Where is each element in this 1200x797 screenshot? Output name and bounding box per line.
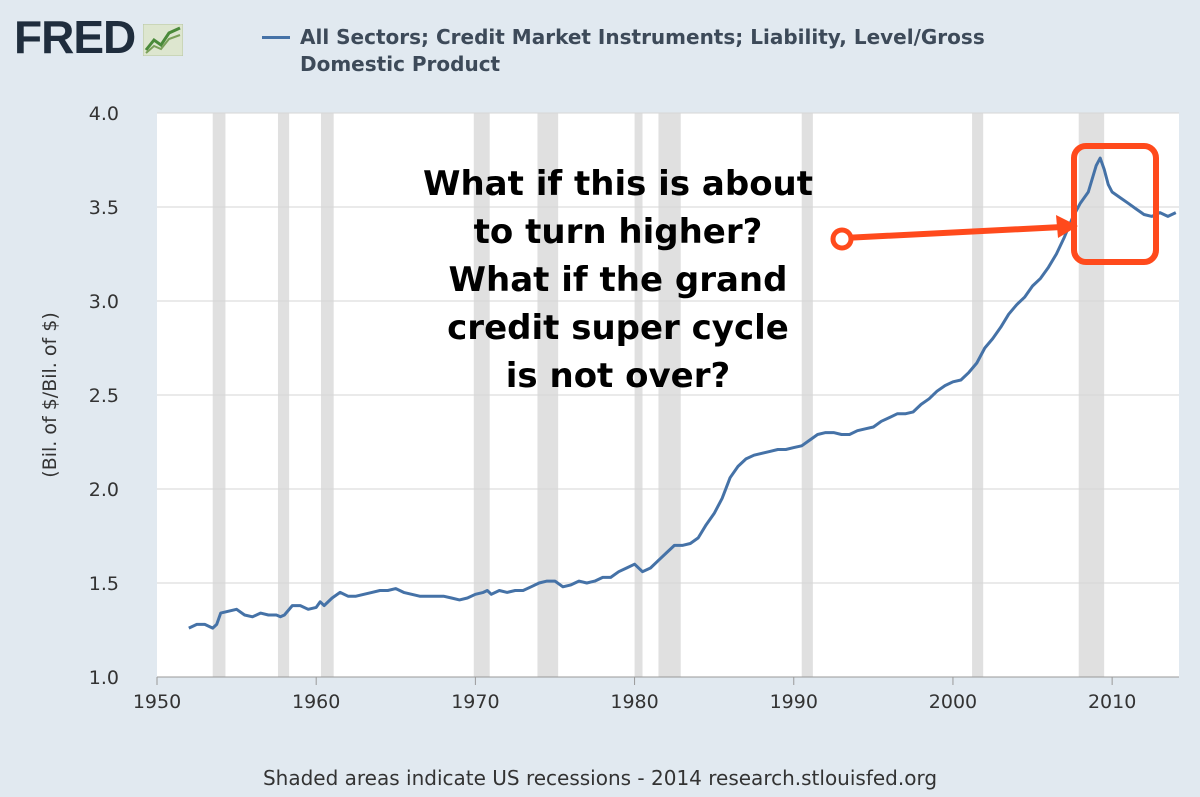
y-tick-label: 3.0 [89,291,119,313]
axes: 1.0 1.5 2.0 2.5 3.0 3.5 4.0 1950 1960 1970 1980 199… [89,103,1179,713]
arrow-origin-dot [830,227,854,251]
y-tick-label: 1.5 [89,573,119,595]
line-chart: 1.0 1.5 2.0 2.5 3.0 3.5 4.0 1950 1960 1970 1980 199… [39,103,1179,713]
x-tick-label: 1950 [133,691,181,713]
y-tick-label: 2.0 [89,479,119,501]
highlight-box [1071,143,1159,265]
fred-logo-text: FRED [14,11,136,63]
annotation-line-4: credit super cycle [447,308,789,348]
y-axis-label: (Bil. of $/Bil. of $) [39,312,61,477]
arrow-shaft [841,224,1065,241]
annotation-line-5: is not over? [506,356,730,396]
fred-chart-icon [143,24,184,56]
x-tick-label: 2010 [1088,691,1136,713]
legend-series-label: All Sectors; Credit Market Instruments; … [300,25,985,76]
annotation-line-3: What if the grand [449,260,788,300]
series-line-group [188,156,1177,630]
x-tick-label: 1980 [610,691,658,713]
annotation-line-1: What if this is about [423,164,813,204]
series-line [188,156,1177,630]
x-tick-label: 1960 [292,691,340,713]
x-tick-label: 2000 [929,691,977,713]
source-note: Shaded areas indicate US recessions - 20… [262,766,938,790]
legend-swatch [262,36,290,39]
y-tick-label: 4.0 [89,103,119,125]
legend: All Sectors; Credit Market Instruments; … [262,24,1062,78]
annotation-text: What if this is about to turn higher? Wh… [423,164,813,396]
annotation-line-2: to turn higher? [474,212,763,252]
y-tick-label: 2.5 [89,385,119,407]
y-tick-label: 1.0 [89,667,119,689]
annotation-arrow [830,215,1078,251]
arrow-head [1056,215,1078,238]
x-tick-label: 1970 [451,691,499,713]
fred-logo[interactable]: FRED [14,11,184,63]
y-tick-label: 3.5 [89,197,119,219]
x-tick-label: 1990 [770,691,818,713]
